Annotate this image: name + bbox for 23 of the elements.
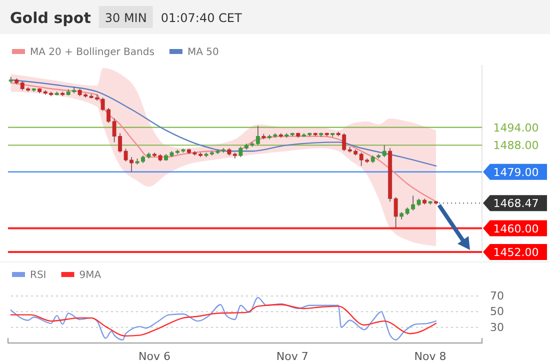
legend-label: MA 20 + Bollinger Bands xyxy=(30,47,154,58)
x-tick-label: Nov 7 xyxy=(276,350,308,362)
candlestick xyxy=(256,125,260,146)
ref-line-label: 1452.00 xyxy=(493,246,539,260)
chart-title: Gold spot xyxy=(10,9,91,27)
legend-label: 9MA xyxy=(79,270,102,281)
y-tick-label: 70 xyxy=(490,290,504,303)
ref-line-label: 1488.00 xyxy=(493,139,539,152)
y-tick-label: 30 xyxy=(490,320,504,334)
ref-line-label: 1494.00 xyxy=(493,121,539,134)
legend-label: MA 50 xyxy=(187,47,219,58)
ref-line-label: 1460.00 xyxy=(493,222,539,236)
y-tick-label: 50 xyxy=(490,305,504,318)
candlestick xyxy=(394,196,398,229)
candlestick xyxy=(238,146,243,158)
candlestick xyxy=(382,144,386,158)
text: 30 MIN xyxy=(104,11,147,25)
x-tick-label: Nov 8 xyxy=(414,350,446,362)
x-tick-label: Nov 6 xyxy=(138,350,170,362)
ref-line-label: 1468.47 xyxy=(493,197,539,210)
ref-line-label: 1479.00 xyxy=(493,166,539,179)
legend-label: RSI xyxy=(30,270,46,281)
text: 01:07:40 CET xyxy=(160,11,242,25)
